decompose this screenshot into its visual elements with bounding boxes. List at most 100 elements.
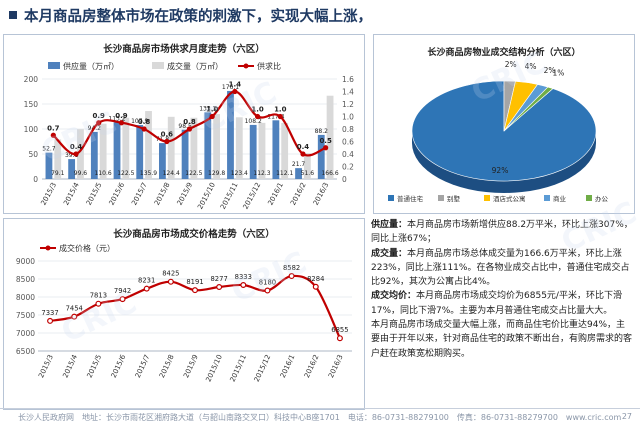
sales-label: 51.6 xyxy=(301,170,315,177)
x-tick: 2015/7 xyxy=(130,181,149,207)
price-point xyxy=(264,287,271,294)
price-point xyxy=(47,317,54,324)
slice-label: 4% xyxy=(525,62,537,71)
x-tick: 2015/6 xyxy=(110,353,128,379)
x-tick: 2016/3 xyxy=(327,353,345,379)
x-tick: 2015/10 xyxy=(204,353,224,383)
supply-bar xyxy=(272,120,280,179)
sales-label: 166.6 xyxy=(321,170,338,177)
chart-title: 长沙商品房物业成交结构分析（六区） xyxy=(427,46,580,58)
x-tick: 2015/11 xyxy=(229,353,249,383)
sales-bar xyxy=(167,116,175,179)
legend-swatch xyxy=(544,195,550,201)
supply-label: 133.3 xyxy=(199,105,216,112)
legend-swatch xyxy=(438,195,444,201)
y-tick: 7500 xyxy=(16,311,35,320)
sales-bar xyxy=(145,111,152,179)
ratio-label: 1.0 xyxy=(206,106,219,114)
title-bullet xyxy=(9,11,17,19)
x-tick: 2015/5 xyxy=(86,353,104,379)
ratio-point xyxy=(323,145,329,151)
market-analysis-text: 供应量：本月商品房市场新增供应88.2万平米，环比上涨307%，同比上涨67%；… xyxy=(371,218,633,414)
supply-label: 107.9 xyxy=(131,118,148,125)
supply-bar xyxy=(295,168,302,179)
x-tick: 2016/1 xyxy=(266,181,285,207)
x-tick: 2016/1 xyxy=(279,353,297,379)
supply-key: 供应量： xyxy=(371,220,408,230)
ratio-label: 1.0 xyxy=(274,106,287,114)
price-label: 7337 xyxy=(41,309,58,317)
ratio-point xyxy=(254,113,261,120)
price-point xyxy=(95,300,102,307)
y-tick-left: 150 xyxy=(24,100,39,109)
x-tick: 2015/8 xyxy=(158,353,176,379)
footer-text: 长沙人民政府网 地址：长沙市雨花区湘府路大道（与韶山南路交叉口）科技中心B座17… xyxy=(18,412,621,423)
x-tick: 2015/7 xyxy=(134,353,152,379)
supply-label: 108.2 xyxy=(245,118,262,125)
price-label: 7813 xyxy=(90,292,107,300)
slice-label: 2% xyxy=(505,60,517,69)
x-tick: 2016/2 xyxy=(289,181,308,207)
y-tick: 8500 xyxy=(16,275,35,284)
x-tick: 2015/8 xyxy=(153,181,172,207)
supply-label: 176.1 xyxy=(222,84,239,91)
supply-label: 21.7 xyxy=(292,161,306,168)
page-number: 27 xyxy=(621,412,632,421)
legend-marker xyxy=(45,245,51,251)
price-point xyxy=(167,278,174,285)
price-label: 6855 xyxy=(331,326,348,334)
page-title: 本月商品房整体市场在政策的刺激下，实现大幅上涨， xyxy=(24,9,372,25)
ratio-point xyxy=(73,151,79,157)
legend-label: 成交量（万㎡） xyxy=(167,61,223,71)
slice-label: 1% xyxy=(553,69,565,78)
ratio-label: 0.4 xyxy=(70,143,83,151)
legend-label: 办公 xyxy=(595,194,609,203)
y-tick-right: 0.4 xyxy=(342,150,354,159)
supply-demand-chart: 长沙商品房市场供求月度走势（六区） 供应量（万㎡） 成交量（万㎡） 供求比 0 50 100… xyxy=(24,43,354,211)
analysis-summary: 本月商品房市场成交量大幅上涨，而商品住宅价比重达94%，主要由于开年以来，针对商… xyxy=(371,320,633,359)
sales-bar xyxy=(258,122,266,179)
ratio-label: 0.7 xyxy=(47,124,60,132)
supply-label: 117.4 xyxy=(267,113,284,120)
footer: 长沙人民政府网 地址：长沙市雨花区湘府路大道（与韶山南路交叉口）科技中心B座17… xyxy=(0,408,640,428)
price-label: 8277 xyxy=(210,275,227,283)
sales-bar xyxy=(99,123,107,179)
supply-bar xyxy=(68,159,76,179)
x-tick: 2015/3 xyxy=(37,353,55,379)
sales-bar xyxy=(235,117,243,179)
x-tick: 2015/4 xyxy=(61,353,79,379)
analysis-supply: 供应量：本月商品房市场新增供应88.2万平米，环比上涨307%，同比上涨67%； xyxy=(371,218,633,247)
price-point xyxy=(143,285,150,292)
supply-bar xyxy=(204,112,212,179)
sales-bar xyxy=(190,117,198,179)
price-trend-panel: 长沙商品房市场成交价格走势（六区） 成交价格（元） 6500 7000 7500 8000… xyxy=(3,218,365,410)
x-tick: 2015/11 xyxy=(219,181,240,210)
supply-bar xyxy=(90,131,98,179)
legend-swatch xyxy=(152,62,164,69)
y-tick-left: 0 xyxy=(33,175,38,184)
price-point xyxy=(119,296,126,303)
sales-bar xyxy=(122,117,130,179)
sales-label: 123.4 xyxy=(231,170,248,177)
y-tick: 6500 xyxy=(16,347,35,356)
x-tick: 2015/10 xyxy=(196,181,217,210)
sales-key: 成交量： xyxy=(371,248,408,259)
sales-bar xyxy=(77,129,84,179)
ratio-point xyxy=(300,151,306,157)
price-text: 本月商品房市场成交均价为6855元/平米，环比下滑17%，同比下滑7%。主要为本… xyxy=(371,291,622,316)
y-tick-right: 1.2 xyxy=(342,100,354,109)
supply-bar xyxy=(317,134,325,179)
chart-title: 长沙商品房市场成交价格走势（六区） xyxy=(113,228,275,240)
y-tick-right: 1.0 xyxy=(342,113,354,122)
y-tick-left: 200 xyxy=(24,75,39,84)
y-tick-left: 50 xyxy=(28,150,38,159)
supply-label: 52.7 xyxy=(42,146,56,153)
x-tick: 2015/6 xyxy=(108,181,127,207)
price-label: 8333 xyxy=(235,273,252,281)
supply-text: 本月商品房市场新增供应88.2万平米，环比上涨307%，同比上涨67%； xyxy=(371,220,633,245)
legend-label: 商业 xyxy=(553,194,567,203)
sales-bar xyxy=(326,95,334,179)
slice-label: 92% xyxy=(492,166,509,175)
ratio-point xyxy=(277,113,283,120)
supply-bar xyxy=(136,125,144,179)
